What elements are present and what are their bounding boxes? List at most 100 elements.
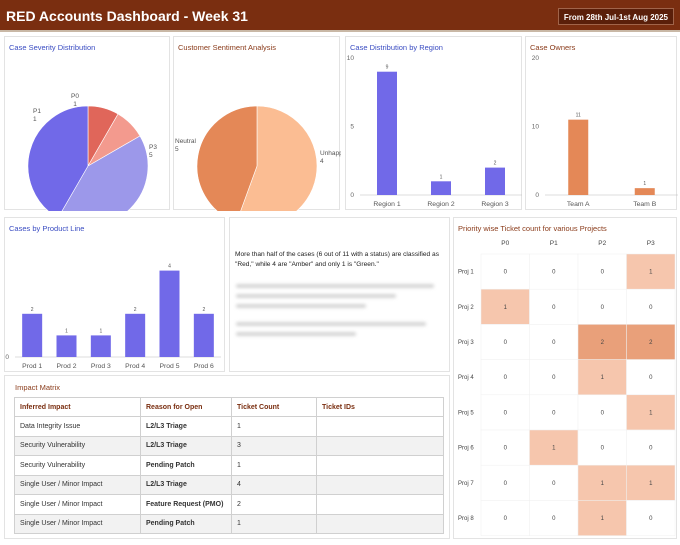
bar-data-label: 4 [168,264,171,270]
dashboard-title: RED Accounts Dashboard - Week 31 [6,8,248,24]
heatmap-cell [626,394,676,431]
table-cell: Single User / Minor Impact [14,513,141,534]
table-cell: Pending Patch [140,455,232,476]
heatmap-cell [529,359,579,396]
table-row[interactable]: Single User / Minor Impact L2/L3 Triage 4 [14,474,444,495]
heatmap-cell-value: 0 [504,516,508,522]
dashboard-header: RED Accounts Dashboard - Week 31 From 28… [0,0,680,32]
table-cell: Security Vulnerability [14,455,141,476]
pie-value: 4 [320,158,324,165]
redacted-line [236,332,356,336]
heatmap-cell [626,288,676,325]
impact-title: Impact Matrix [15,383,61,392]
bar [193,313,214,357]
table-cell: L2/L3 Triage [140,416,232,437]
impact-table-header: Inferred Impact Reason for Open Ticket C… [14,397,444,417]
table-row[interactable]: Security Vulnerability L2/L3 Triage 3 [14,435,444,456]
heatmap-cell-value: 0 [649,375,653,381]
heatmap-cell-value: 0 [552,305,556,311]
table-row[interactable]: Data Integrity Issue L2/L3 Triage 1 [14,416,444,437]
region-bar-chart[interactable]: 0 5 10 9 Region 1 1 Region 2 2 Region 3 [346,37,523,211]
pie-value: 1 [33,116,37,123]
region-panel: Case Distribution by Region 0 5 10 9 Region … [345,36,522,210]
owners-title: Case Owners [530,43,576,52]
pie-label: P3 [149,144,157,151]
table-row[interactable]: Single User / Minor Impact Feature Reques… [14,494,444,515]
summary-panel: More than half of the cases (6 out of 11… [229,217,450,372]
heatmap-cell-value: 0 [601,446,605,452]
product-bar-chart[interactable]: 0 2 Prod 1 1 Prod 2 1 Prod 3 2 Prod 4 4 Prod 5 2 Pro… [5,218,226,373]
region-title: Case Distribution by Region [350,43,443,52]
heatmap-cell-value: 1 [601,516,605,522]
bar [431,181,451,195]
bar-data-label: 1 [440,174,443,180]
y-tick-label: 10 [347,55,355,62]
table-row[interactable]: Single User / Minor Impact Pending Patch 1 [14,513,444,534]
heatmap-cell-value: 0 [601,270,605,276]
owners-panel: Case Owners 0 10 20 11 Team A 1 Team B [525,36,678,211]
owners-bar-chart[interactable]: 0 10 20 11 Team A 1 Team B [526,37,678,211]
heatmap-cell [480,394,530,431]
heatmap-row-label: Proj 3 [458,340,474,346]
redacted-line [236,322,426,326]
bar-data-label: 2 [31,307,34,313]
heatmap-cell-value: 0 [504,446,508,452]
sentiment-title: Customer Sentiment Analysis [178,43,276,52]
redacted-line [236,304,366,308]
column-header[interactable]: Reason for Open [140,397,232,417]
heatmap-cell [529,394,579,431]
table-cell [316,455,444,476]
bar [90,335,111,357]
heatmap-column-label: P1 [550,240,558,247]
priority-heatmap[interactable]: P0 P1 P2 P3 Proj 1 0 0 0 1 Proj 2 1 0 0 0 Proj 3 0 0 2 2 Pr… [454,218,678,540]
heatmap-cell-value: 2 [601,340,605,346]
heatmap-column-label: P3 [647,240,655,247]
column-header[interactable]: Inferred Impact [14,397,141,417]
x-tick-label: Prod 3 [91,363,111,370]
table-cell [316,474,444,495]
pie-value: 1 [73,101,77,108]
heatmap-cell [626,464,676,501]
heatmap-cell [577,253,627,290]
heatmap-cell-value: 2 [649,340,653,346]
table-row[interactable]: Security Vulnerability Pending Patch 1 [14,455,444,476]
x-tick-label: Region 1 [373,201,400,208]
heatmap-cell [626,253,676,290]
severity-pie-chart[interactable]: P01P11P25P35 [5,37,171,230]
impact-table: Inferred Impact Reason for Open Ticket C… [14,397,444,534]
heatmap-cell-value: 1 [601,481,605,487]
x-tick-label: Region 2 [427,201,454,208]
bar [56,335,77,357]
date-range-button[interactable]: From 28th Jul-1st Aug 2025 [557,8,674,25]
heatmap-cell [626,324,676,360]
heatmap-cell [480,324,530,360]
column-header[interactable]: Ticket Count [231,397,317,417]
x-tick-label: Team A [567,201,590,208]
heatmap-cell-value: 1 [504,305,508,311]
table-cell: 1 [231,513,317,534]
heatmap-cell [480,464,530,501]
pie-label: Unhappy [320,150,341,157]
heatmap-cell-value: 0 [552,516,556,522]
heatmap-cell [529,464,579,501]
x-tick-label: Prod 5 [159,363,179,370]
column-header[interactable]: Ticket IDs [316,397,444,417]
table-cell [316,416,444,437]
product-title: Cases by Product Line [9,224,85,233]
heatmap-row-label: Proj 4 [458,375,474,381]
table-cell: Feature Request (PMO) [140,494,232,515]
x-tick-label: Prod 6 [194,363,214,370]
heatmap-cell [626,429,676,466]
redacted-line [236,284,434,288]
heatmap-cell [626,359,676,396]
table-cell: 3 [231,435,317,456]
heatmap-row-label: Proj 7 [458,481,474,487]
heatmap-cell-value: 0 [504,340,508,346]
y-tick-label: 0 [535,192,539,199]
heatmap-cell [480,500,530,536]
y-tick-label: 20 [532,55,540,62]
x-tick-label: Region 3 [481,201,508,208]
y-tick-label: 5 [350,124,354,131]
heatmap-cell [577,429,627,466]
